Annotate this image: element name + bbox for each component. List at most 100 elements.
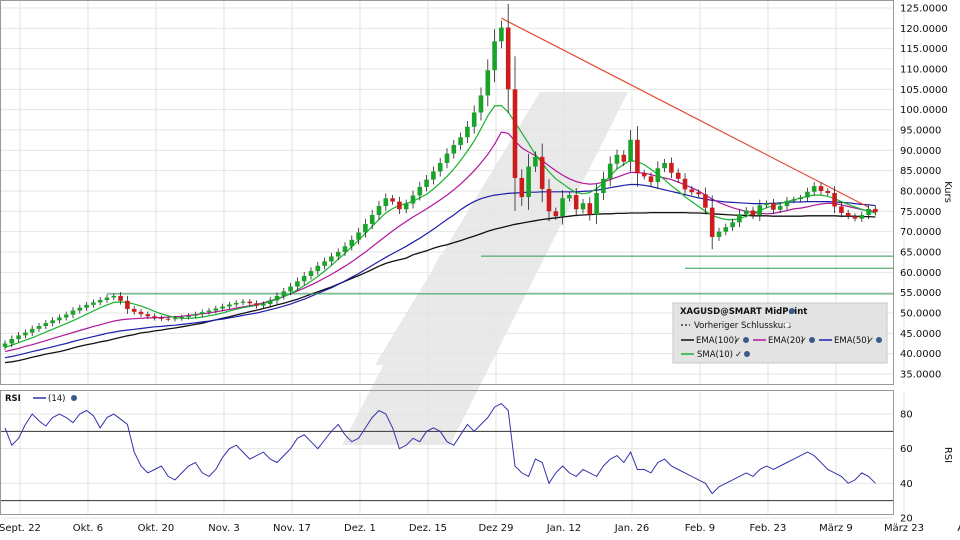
rsi-tick-label: 40 bbox=[900, 479, 913, 490]
x-tick-label: März 9 bbox=[819, 523, 853, 534]
candle-body bbox=[342, 246, 348, 252]
candle-body bbox=[689, 189, 695, 193]
candle-body bbox=[839, 206, 844, 213]
y-tick-label: 40.0000 bbox=[900, 349, 941, 360]
settings-icon[interactable] bbox=[744, 351, 750, 357]
candle-body bbox=[424, 179, 429, 187]
candle-body bbox=[16, 335, 21, 340]
candle-body bbox=[560, 198, 565, 217]
candle-body bbox=[458, 137, 463, 146]
visibility-icon[interactable] bbox=[784, 322, 790, 328]
candle-body bbox=[546, 188, 552, 212]
candle-body bbox=[444, 153, 450, 163]
candle-body bbox=[301, 275, 307, 282]
candle-body bbox=[505, 27, 511, 90]
candle-body bbox=[866, 208, 871, 215]
candle-body bbox=[261, 304, 266, 306]
candle-body bbox=[601, 178, 606, 194]
candle-body bbox=[832, 193, 837, 207]
settings-icon[interactable] bbox=[876, 337, 882, 343]
x-tick-label: Dez. 15 bbox=[409, 523, 447, 534]
y-tick-label: 75.0000 bbox=[900, 207, 941, 218]
legend-item-prev-close: Vorheriger Schlusskurs bbox=[694, 321, 792, 331]
candle-body bbox=[696, 192, 701, 195]
rsi-tick-label: 60 bbox=[900, 444, 913, 455]
candle-body bbox=[621, 154, 627, 162]
settings-icon[interactable] bbox=[743, 337, 749, 343]
candle-body bbox=[771, 203, 776, 210]
candle-body bbox=[519, 177, 525, 198]
rsi-title: RSI bbox=[5, 394, 21, 404]
y-tick-label: 110.0000 bbox=[900, 65, 948, 76]
candle-body bbox=[77, 307, 83, 311]
candle-body bbox=[805, 191, 810, 198]
candle-body bbox=[295, 281, 300, 287]
candle-body bbox=[526, 166, 531, 198]
candle-body bbox=[145, 314, 151, 317]
candle-body bbox=[499, 27, 504, 42]
candle-body bbox=[349, 239, 355, 247]
y-tick-label: 115.0000 bbox=[900, 44, 948, 55]
candle-body bbox=[43, 323, 49, 327]
settings-icon[interactable] bbox=[809, 337, 815, 343]
candle-body bbox=[737, 214, 742, 223]
candle-body bbox=[587, 203, 593, 215]
settings-icon[interactable] bbox=[71, 395, 77, 401]
candle-body bbox=[431, 171, 436, 180]
candle-body bbox=[50, 320, 55, 324]
candle-body bbox=[165, 318, 171, 320]
candle-body bbox=[63, 314, 69, 318]
candle-body bbox=[335, 252, 341, 257]
candle-body bbox=[206, 310, 212, 313]
candle-body bbox=[669, 162, 674, 173]
candle-body bbox=[383, 198, 389, 207]
x-tick-label: Apr. 6 bbox=[957, 523, 960, 534]
candle-body bbox=[818, 186, 824, 191]
candle-body bbox=[580, 203, 586, 210]
candle-body bbox=[635, 139, 640, 174]
candle-body bbox=[329, 256, 334, 262]
x-tick-label: Dez 29 bbox=[478, 523, 513, 534]
candle-body bbox=[9, 339, 15, 344]
y-tick-label: 45.0000 bbox=[900, 329, 941, 340]
candle-body bbox=[363, 223, 368, 233]
y-tick-label: 90.0000 bbox=[900, 146, 941, 157]
candle-body bbox=[614, 154, 620, 164]
legend-item-ema50: EMA(50) bbox=[834, 336, 870, 346]
candle-body bbox=[322, 261, 327, 266]
candle-body bbox=[288, 286, 293, 292]
candle-body bbox=[308, 271, 314, 276]
candle-body bbox=[607, 163, 613, 179]
y-tick-label: 55.0000 bbox=[900, 288, 941, 299]
rsi-tick-label: 20 bbox=[900, 514, 913, 525]
y-tick-label: 35.0000 bbox=[900, 370, 941, 381]
candle-body bbox=[730, 222, 735, 228]
candle-body bbox=[397, 201, 402, 210]
settings-icon[interactable] bbox=[789, 308, 795, 314]
x-tick-label: Jan. 12 bbox=[546, 523, 582, 534]
check-icon[interactable]: ✓ bbox=[735, 350, 742, 360]
candle-body bbox=[764, 203, 769, 206]
check-icon[interactable]: ✓ bbox=[867, 336, 874, 346]
candle-body bbox=[220, 306, 225, 309]
candles bbox=[2, 3, 878, 350]
candle-body bbox=[159, 317, 164, 319]
x-tick-label: Feb. 9 bbox=[685, 523, 715, 534]
candle-body bbox=[84, 304, 89, 308]
candle-body bbox=[784, 200, 790, 207]
candle-body bbox=[723, 227, 729, 232]
ema100-line bbox=[4, 211, 876, 364]
ema20-line bbox=[4, 131, 876, 353]
candle-body bbox=[533, 156, 538, 167]
candle-body bbox=[675, 172, 681, 179]
legend-item-ema20: EMA(20) bbox=[768, 336, 804, 346]
candle-body bbox=[91, 302, 96, 305]
check-icon[interactable]: ✓ bbox=[800, 336, 807, 346]
candle-body bbox=[478, 95, 484, 113]
candle-body bbox=[648, 176, 654, 183]
y-tick-label: 85.0000 bbox=[900, 166, 941, 177]
check-icon[interactable]: ✓ bbox=[734, 336, 741, 346]
candle-body bbox=[471, 112, 477, 127]
candle-body bbox=[655, 168, 661, 183]
